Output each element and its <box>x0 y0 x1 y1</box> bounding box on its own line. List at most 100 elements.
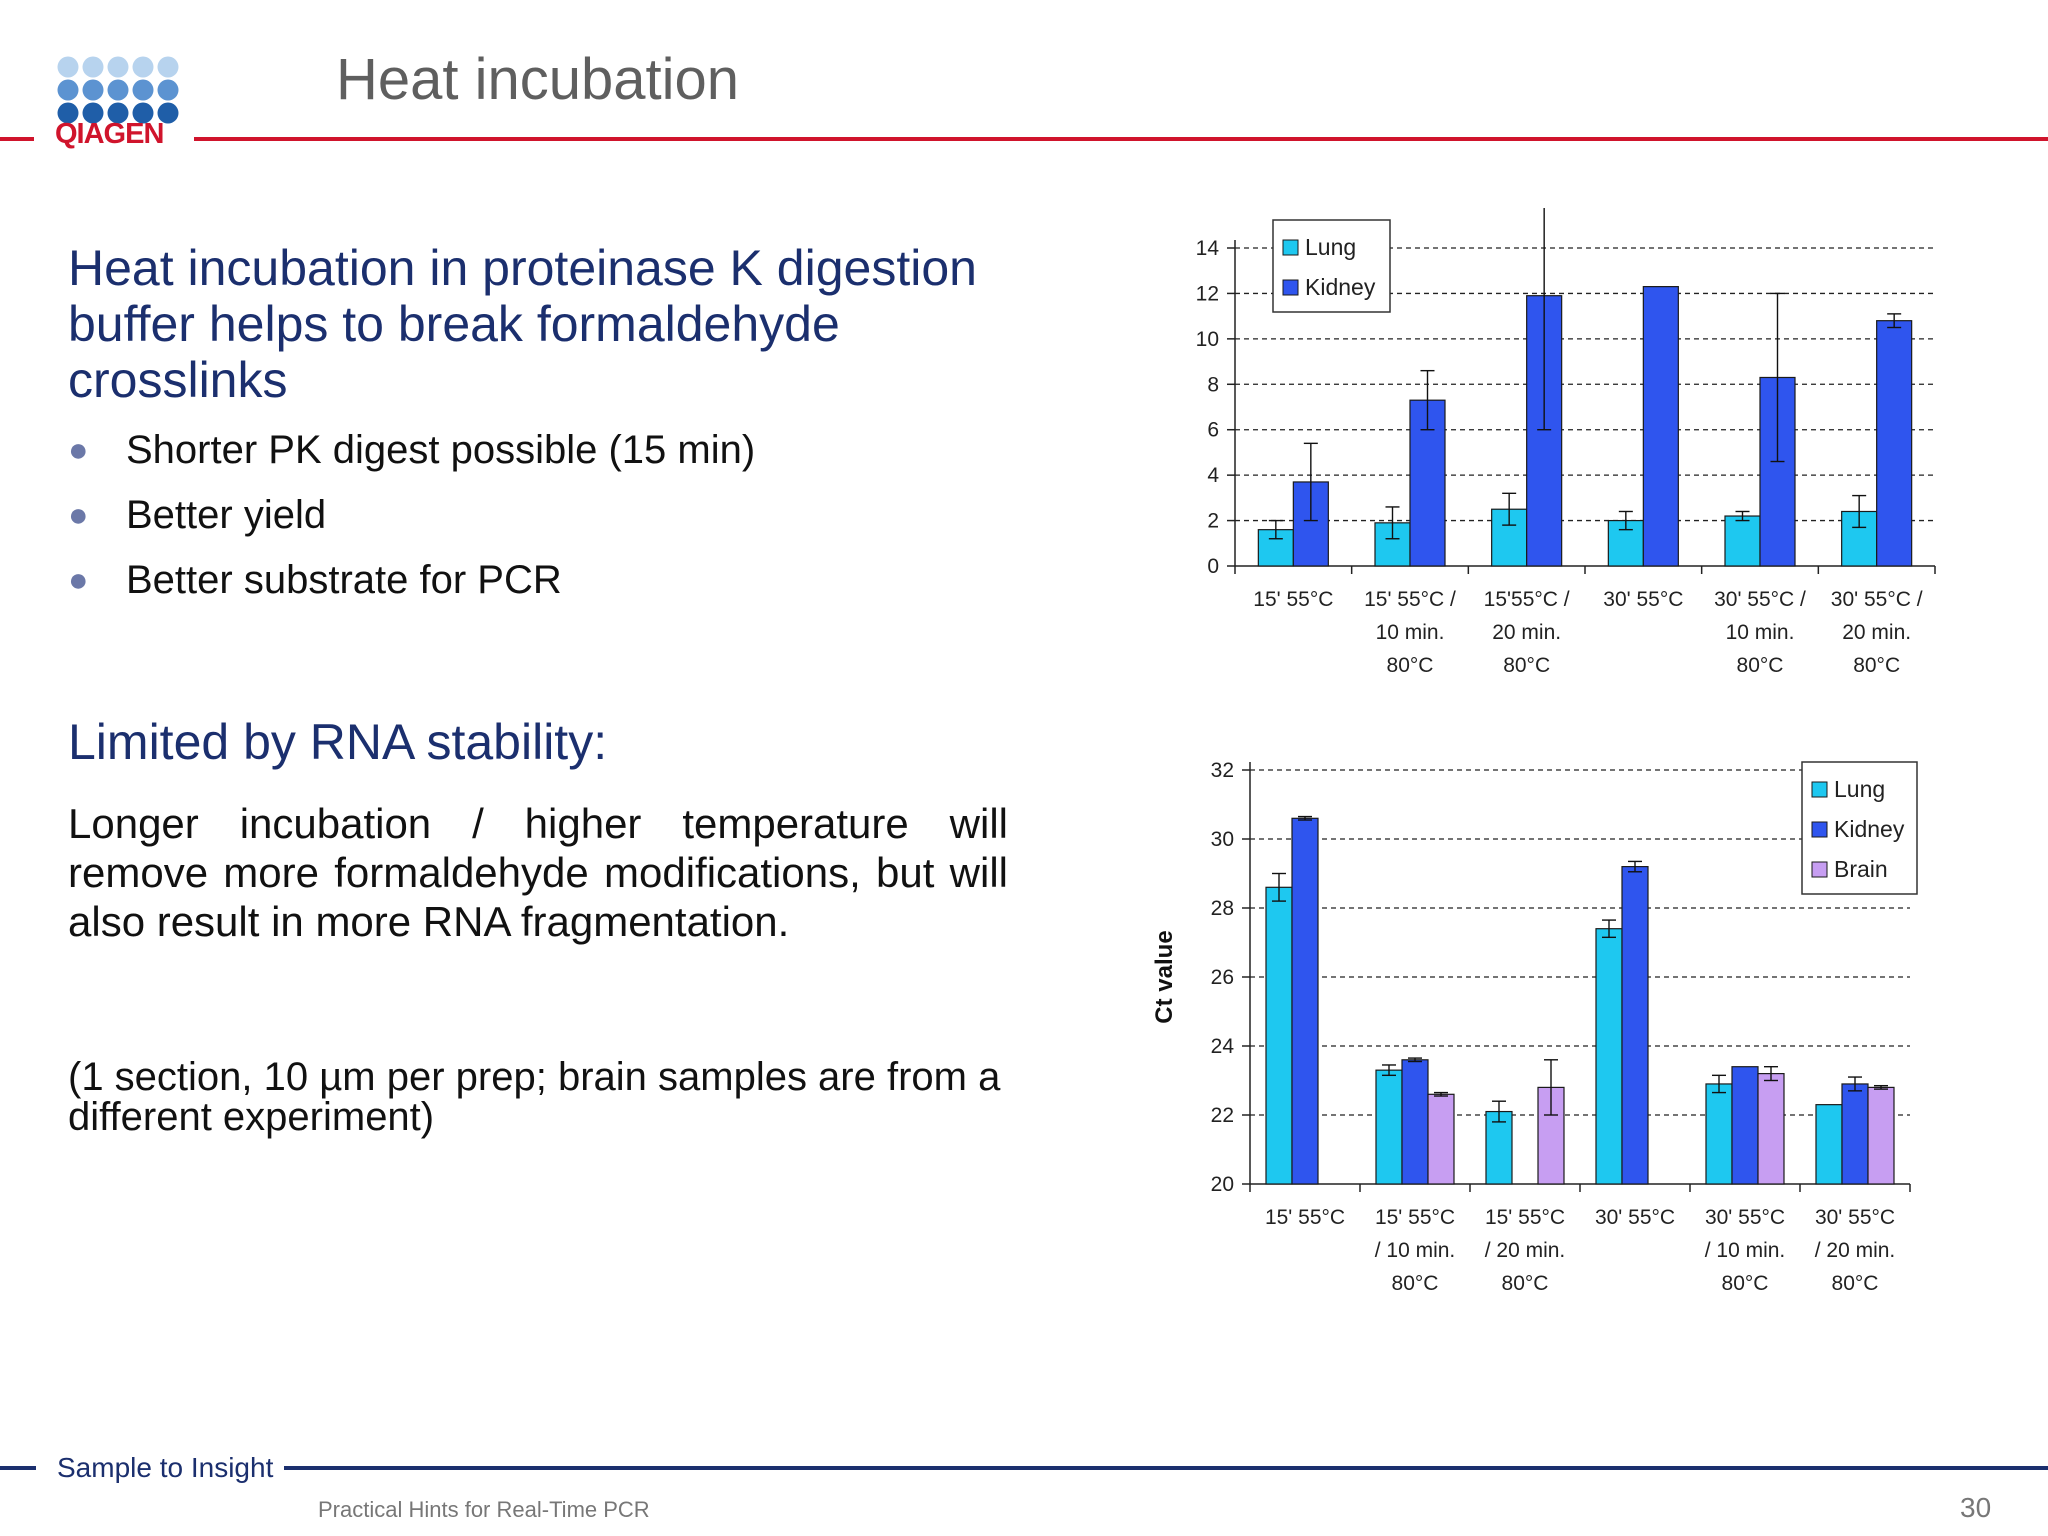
legend-label: Kidney <box>1834 816 1905 842</box>
x-tick-label: 15' 55°C <box>1485 1206 1565 1229</box>
logo-dot <box>132 79 154 101</box>
x-tick-label: 15' 55°C <box>1375 1206 1455 1229</box>
logo-dot <box>132 56 154 78</box>
bullet-icon: ● <box>68 496 89 534</box>
qiagen-logo: QIAGEN <box>55 118 164 150</box>
y-tick-label: 0 <box>1207 555 1219 578</box>
bullet-icon: ● <box>68 431 89 469</box>
yield-bar-chart: 0 2 4 6 8 10 12 14 15' 55°C 15' 55°C / 10 min. 80°C… <box>1196 208 1936 677</box>
legend: Lung Kidney Brain <box>1801 761 1918 895</box>
logo-dot <box>107 79 129 101</box>
x-tick-label: 80°C <box>1722 1272 1769 1295</box>
x-tick-label: 30' 55°C <box>1705 1206 1785 1229</box>
bullet-item: ● Shorter PK digest possible (15 min) <box>68 422 755 487</box>
bar <box>1841 1083 1869 1185</box>
legend-swatch <box>1282 279 1299 296</box>
bar <box>1265 886 1293 1185</box>
x-tick-label: 30' 55°C / <box>1831 588 1923 611</box>
legend: Lung Kidney <box>1272 219 1391 313</box>
x-tick-label: 30' 55°C / <box>1714 588 1806 611</box>
bar <box>1401 1059 1429 1185</box>
legend-swatch <box>1811 861 1828 878</box>
bar <box>1724 515 1761 567</box>
bar <box>1815 1104 1843 1185</box>
x-tick-label: / 10 min. <box>1705 1239 1786 1262</box>
footer-subtitle: Practical Hints for Real-Time PCR <box>318 1497 650 1522</box>
y-tick-label: 22 <box>1211 1104 1234 1127</box>
logo-dot <box>57 102 79 124</box>
body-paragraph: Longer incubation / higher temperature w… <box>68 800 1008 945</box>
bar <box>1731 1066 1759 1185</box>
logo-dot <box>157 102 179 124</box>
sub-heading: Limited by RNA stability: <box>68 714 608 770</box>
logo-dot <box>107 102 129 124</box>
logo-dot <box>107 56 129 78</box>
bullet-item: ● Better yield <box>68 487 755 552</box>
logo-dot <box>82 102 104 124</box>
legend-label: Lung <box>1834 776 1885 802</box>
x-tick-label: 80°C <box>1737 654 1784 677</box>
x-tick-label: 20 min. <box>1492 621 1561 644</box>
legend-label: Brain <box>1834 856 1888 882</box>
x-tick-label: 10 min. <box>1726 621 1795 644</box>
bullet-item: ● Better substrate for PCR <box>68 552 755 617</box>
y-axis-label: Ct value <box>1151 930 1178 1023</box>
x-tick-label: 80°C <box>1853 654 1900 677</box>
logo-dot <box>57 79 79 101</box>
x-tick-label: 30' 55°C <box>1815 1206 1895 1229</box>
y-tick-label: 30 <box>1211 828 1234 851</box>
bar <box>1375 1069 1403 1185</box>
x-tick-label: / 20 min. <box>1485 1239 1566 1262</box>
x-tick-label: 15'55°C / <box>1484 588 1570 611</box>
legend-label: Kidney <box>1305 274 1376 300</box>
footer-tagline: Sample to Insight <box>57 1452 274 1483</box>
bar <box>1705 1083 1733 1185</box>
legend-box <box>1272 219 1391 313</box>
logo-dot <box>82 56 104 78</box>
bar <box>1427 1093 1455 1185</box>
x-tick-label: 15' 55°C <box>1253 588 1333 611</box>
main-heading: Heat incubation in proteinase K digestio… <box>68 240 977 408</box>
x-tick-label: 30' 55°C <box>1603 588 1683 611</box>
x-tick-label: 20 min. <box>1842 621 1911 644</box>
y-tick-label: 32 <box>1211 759 1234 782</box>
legend-swatch <box>1811 781 1828 798</box>
logo-dot <box>157 79 179 101</box>
slide-title: Heat incubation <box>336 47 740 112</box>
y-tick-label: 2 <box>1207 510 1219 533</box>
y-tick-label: 4 <box>1207 464 1219 487</box>
x-tick-label: 80°C <box>1832 1272 1879 1295</box>
y-tick-label: 6 <box>1207 419 1219 442</box>
x-tick-label: 80°C <box>1503 654 1550 677</box>
logo-dot <box>82 79 104 101</box>
y-tick-label: 24 <box>1211 1035 1235 1058</box>
footnote: (1 section, 10 µm per prep; brain sample… <box>68 1055 1001 1139</box>
x-tick-label: / 20 min. <box>1815 1239 1896 1262</box>
x-tick-label: 80°C <box>1387 654 1434 677</box>
legend-label: Lung <box>1305 234 1356 260</box>
x-tick-label: 15' 55°C / <box>1364 588 1456 611</box>
x-tick-label: 80°C <box>1502 1272 1549 1295</box>
ct-value-bar-chart: 20 22 24 26 28 30 32 15' 55°C 15' 55°C / 10 min. 8… <box>1151 759 1918 1295</box>
logo-dot <box>157 56 179 78</box>
y-tick-label: 12 <box>1196 282 1219 305</box>
x-tick-label: 30' 55°C <box>1595 1206 1675 1229</box>
logo-dot <box>132 102 154 124</box>
page-number: 30 <box>1960 1492 1992 1523</box>
y-tick-label: 28 <box>1211 897 1234 920</box>
x-tick-label: 10 min. <box>1376 621 1445 644</box>
y-tick-label: 8 <box>1207 373 1219 396</box>
y-tick-label: 20 <box>1211 1173 1234 1196</box>
y-tick-label: 26 <box>1211 966 1234 989</box>
bullet-list: ● Shorter PK digest possible (15 min) ● Be… <box>68 422 755 617</box>
bar <box>1876 320 1913 567</box>
bar <box>1867 1086 1895 1185</box>
bar <box>1642 286 1679 567</box>
x-tick-label: 15' 55°C <box>1265 1206 1345 1229</box>
qiagen-logo-dots <box>57 56 179 124</box>
header-divider <box>0 137 2048 141</box>
x-tick-label: 80°C <box>1392 1272 1439 1295</box>
bar <box>1621 865 1649 1185</box>
bar <box>1291 817 1319 1185</box>
bar <box>1595 928 1623 1185</box>
